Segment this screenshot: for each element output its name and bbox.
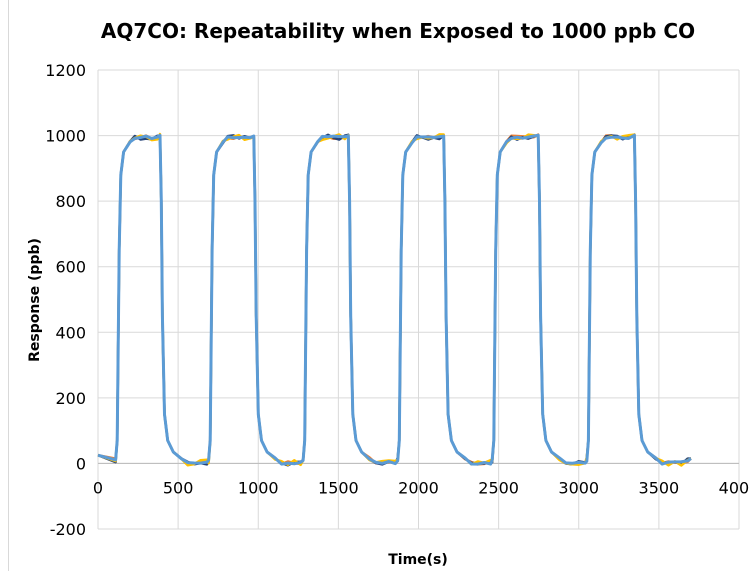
series-group — [97, 132, 692, 467]
y-tick-label: 1200 — [45, 61, 86, 80]
chart-frame — [8, 0, 749, 571]
x-tick-label: 2500 — [478, 478, 519, 497]
x-tick-label: 3500 — [639, 478, 680, 497]
chart-title: AQ7CO: Repeatability when Exposed to 100… — [101, 19, 695, 43]
x-axis-title: Time(s) — [388, 552, 448, 568]
y-tick-label: 200 — [55, 389, 86, 408]
x-tick-label: 2000 — [398, 478, 439, 497]
series-line — [97, 132, 692, 467]
series-line — [97, 133, 692, 466]
x-tick-label: 500 — [163, 478, 194, 497]
tick-labels: -200 0 200 400 600 800 1000 1200 0 500 1000 1500 200… — [45, 61, 749, 539]
y-tick-label: 1000 — [45, 127, 86, 146]
y-tick-label: 600 — [55, 258, 86, 277]
x-tick-label: 1000 — [238, 478, 279, 497]
y-tick-label: 0 — [76, 454, 86, 473]
y-axis-title: Response (ppb) — [27, 238, 43, 362]
y-tick-label: -200 — [50, 520, 86, 539]
x-tick-label: 4000 — [719, 478, 749, 497]
y-tick-label: 400 — [55, 323, 86, 342]
series-line — [97, 133, 692, 466]
x-tick-label: 0 — [93, 478, 103, 497]
series-line — [97, 133, 691, 467]
y-tick-label: 800 — [55, 192, 86, 211]
x-tick-label: 1500 — [318, 478, 359, 497]
x-tick-label: 3000 — [558, 478, 599, 497]
